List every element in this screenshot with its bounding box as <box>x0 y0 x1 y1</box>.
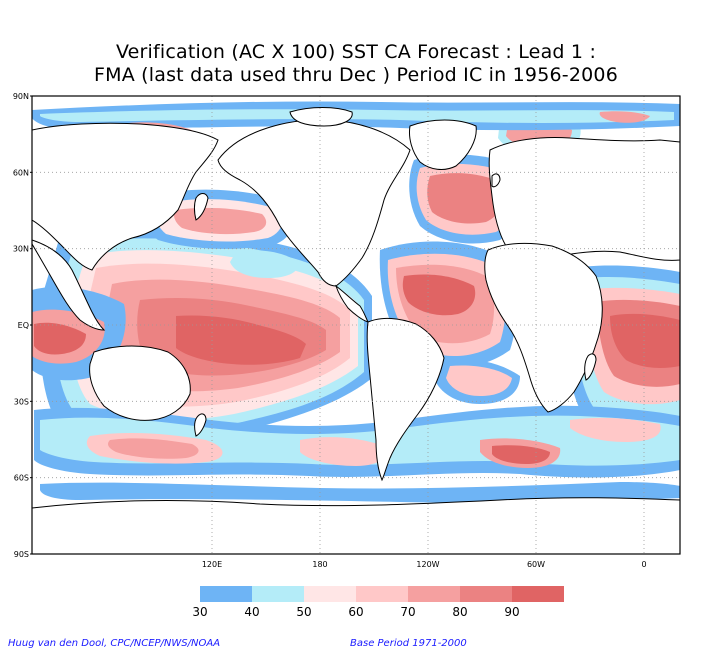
lon-tick-label: 120W <box>416 560 439 569</box>
southern-ocean-skill <box>34 405 680 503</box>
lat-tick-label: 60S <box>14 474 29 483</box>
arctic-islands <box>289 107 353 127</box>
lat-tick-label: 60N <box>13 168 29 177</box>
legend-label: 30 <box>192 605 207 619</box>
japan <box>194 193 209 221</box>
legend-swatch <box>356 586 408 602</box>
graticule <box>32 96 680 554</box>
new-zealand <box>194 413 207 437</box>
lat-tick-label: 30N <box>13 245 29 254</box>
lat-tick-label: 90N <box>13 92 29 101</box>
legend-label: 40 <box>244 605 259 619</box>
legend-swatch <box>408 586 460 602</box>
legend-swatch <box>252 586 304 602</box>
color-legend: 30 40 50 60 70 80 90 <box>192 586 564 619</box>
map-title-line-2: FMA (last data used thru Dec ) Period IC… <box>93 64 618 86</box>
madagascar <box>584 353 597 381</box>
legend-label: 50 <box>296 605 311 619</box>
lon-tick-label: 180 <box>312 560 327 569</box>
map-title-line-1: Verification (AC X 100) SST CA Forecast … <box>115 41 597 63</box>
australia <box>89 345 191 421</box>
legend-label: 70 <box>400 605 415 619</box>
lat-tick-label: 90S <box>14 550 29 559</box>
lon-tick-label: 0 <box>641 560 646 569</box>
lat-axis-labels: 90N 60N 30N EQ 30S 60S 90S <box>13 92 32 559</box>
legend-swatch <box>512 586 564 602</box>
europe <box>488 137 680 261</box>
north-pacific-skill <box>143 189 299 278</box>
legend-label: 60 <box>348 605 363 619</box>
india-se-asia <box>32 239 106 331</box>
lon-tick-label: 60W <box>527 560 545 569</box>
arctic-skill <box>32 101 680 141</box>
lat-tick-label: EQ <box>18 321 29 330</box>
land-masses <box>32 107 680 554</box>
legend-swatch <box>460 586 512 602</box>
author-credit: Huug van den Dool, CPC/NCEP/NWS/NOAA <box>8 638 221 649</box>
lat-tick-label: 30S <box>14 397 29 406</box>
greenland <box>409 119 477 170</box>
base-period-note: Base Period 1971-2000 <box>350 638 467 649</box>
legend-swatch <box>200 586 252 602</box>
antarctica <box>32 497 680 554</box>
legend-swatch <box>304 586 356 602</box>
asia <box>32 122 219 271</box>
uk-islands <box>491 173 501 188</box>
legend-label: 80 <box>452 605 467 619</box>
lon-axis-labels: 120E180120W60W060E <box>202 560 647 569</box>
africa <box>484 242 603 413</box>
lon-tick-label: 120E <box>202 560 222 569</box>
legend-label: 90 <box>504 605 519 619</box>
